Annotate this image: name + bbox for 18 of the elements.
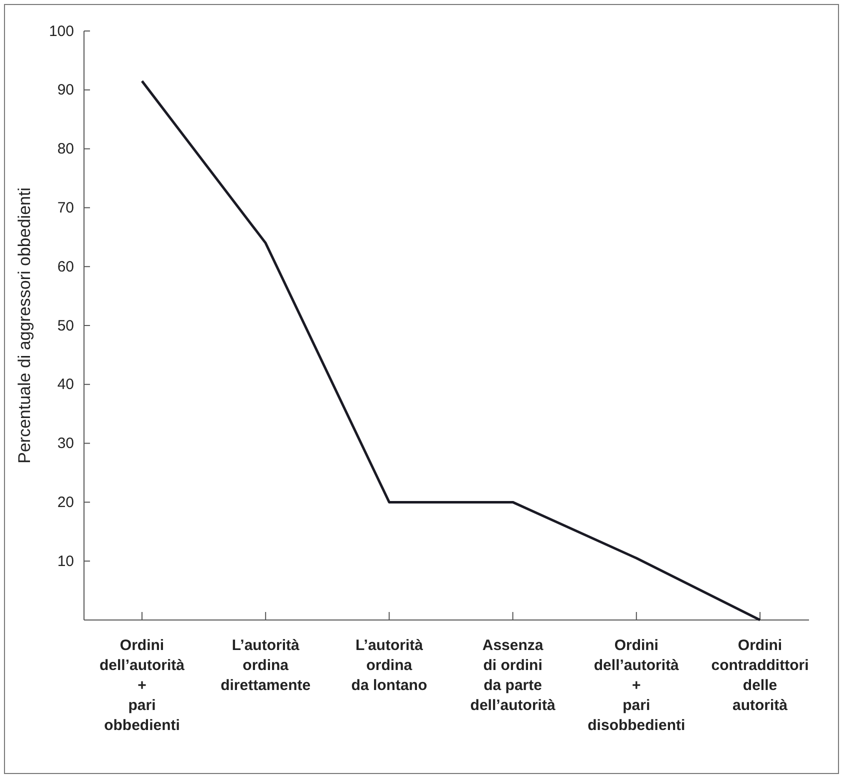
y-tick-label: 10	[57, 552, 74, 570]
x-tick-label: Ordini contraddittori delle autorità	[711, 637, 809, 714]
line-series	[140, 80, 762, 622]
x-tick-label: Assenza di ordini da parte dell’autorità	[470, 637, 556, 714]
x-tick-label: Ordini dell’autorità + pari obbedienti	[99, 637, 186, 734]
y-tick-label: 80	[57, 140, 74, 158]
x-tick-label: L’autorità ordina da lontano	[351, 637, 428, 694]
x-tick-label: Ordini dell’autorità + pari disobbedienti	[588, 637, 686, 734]
y-tick-label: 90	[57, 82, 74, 99]
y-tick-label: 60	[57, 258, 74, 276]
y-tick-label: 40	[57, 376, 74, 394]
y-tick-label: 50	[57, 317, 74, 334]
y-axis-title: Percentuale di aggressori obbedienti	[15, 188, 34, 464]
y-tick-label: 100	[48, 22, 74, 40]
x-tick-label: L’autorità ordina direttamente	[220, 637, 311, 694]
y-tick-label: 70	[57, 200, 74, 216]
y-tick-label: 20	[57, 494, 74, 511]
y-tick-label: 30	[57, 435, 74, 452]
